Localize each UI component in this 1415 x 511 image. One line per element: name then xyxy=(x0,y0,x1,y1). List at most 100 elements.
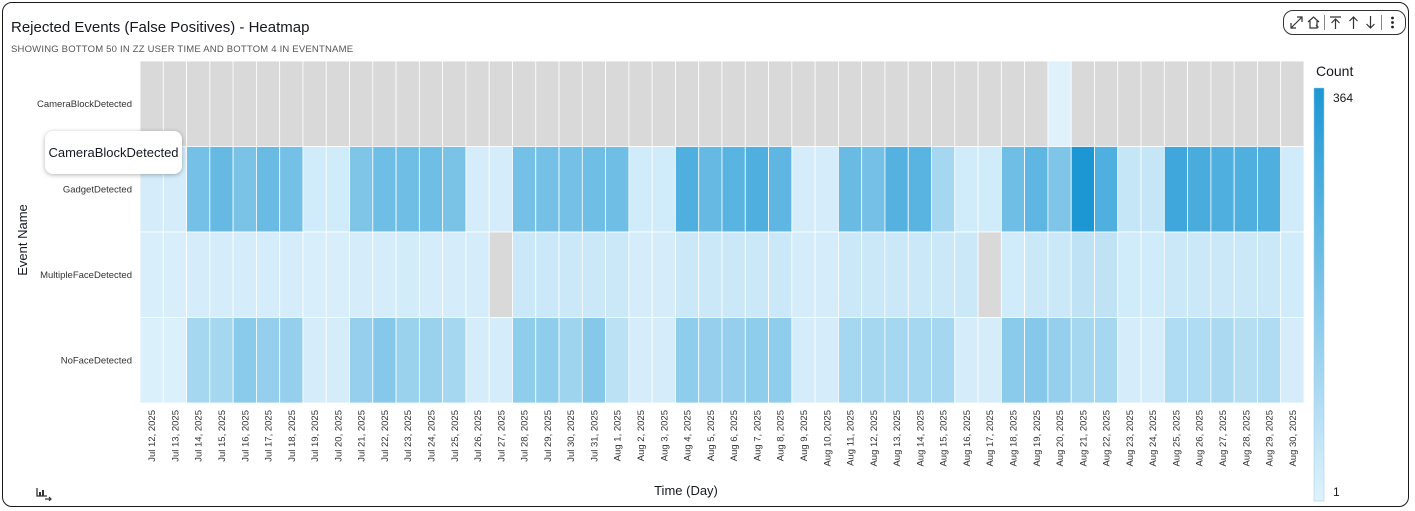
heatmap-cell[interactable] xyxy=(558,317,583,404)
heatmap-cell[interactable] xyxy=(488,317,513,404)
heatmap-cell[interactable] xyxy=(1047,317,1072,404)
heatmap-cell[interactable] xyxy=(1210,317,1235,404)
heatmap-cell[interactable] xyxy=(279,317,304,404)
heatmap-cell[interactable] xyxy=(1047,60,1072,147)
heatmap-cell[interactable] xyxy=(465,60,490,147)
heatmap-cell[interactable] xyxy=(651,317,676,404)
heatmap-cell[interactable] xyxy=(628,146,653,233)
heatmap-cell[interactable] xyxy=(791,146,816,233)
heatmap-cell[interactable] xyxy=(418,317,444,404)
heatmap-cell[interactable] xyxy=(931,146,956,233)
heatmap-cell[interactable] xyxy=(302,60,327,147)
heatmap-cell[interactable] xyxy=(558,231,583,318)
heatmap-cell[interactable] xyxy=(581,317,607,404)
heatmap-cell[interactable] xyxy=(279,146,304,233)
heatmap-cell[interactable] xyxy=(162,231,187,318)
heatmap-cell[interactable] xyxy=(954,231,979,318)
heatmap-cell[interactable] xyxy=(162,317,187,404)
heatmap-cell[interactable] xyxy=(884,317,909,404)
heatmap-cell[interactable] xyxy=(1187,231,1212,318)
heatmap-cell[interactable] xyxy=(1163,60,1188,147)
heatmap-cell[interactable] xyxy=(744,231,769,318)
heatmap-cell[interactable] xyxy=(628,317,653,404)
heatmap-cell[interactable] xyxy=(1140,146,1165,233)
heatmap-cell[interactable] xyxy=(907,231,932,318)
heatmap-cell[interactable] xyxy=(907,60,932,147)
heatmap-cell[interactable] xyxy=(744,317,769,404)
heatmap-cell[interactable] xyxy=(675,231,700,318)
heatmap-cell[interactable] xyxy=(1233,146,1258,233)
heatmap-cell[interactable] xyxy=(442,60,467,147)
data-labels-icon[interactable] xyxy=(35,487,53,502)
heatmap-cell[interactable] xyxy=(628,231,653,318)
heatmap-cell[interactable] xyxy=(1233,60,1258,147)
heatmap-cell[interactable] xyxy=(675,146,700,233)
heatmap-cell[interactable] xyxy=(977,231,1002,318)
heatmap-cell[interactable] xyxy=(232,146,257,233)
heatmap-cell[interactable] xyxy=(255,317,281,404)
heatmap-cell[interactable] xyxy=(232,231,257,318)
heatmap-cell[interactable] xyxy=(395,146,420,233)
heatmap-cell[interactable] xyxy=(1163,317,1188,404)
heatmap-cell[interactable] xyxy=(884,146,909,233)
heatmap-cell[interactable] xyxy=(1000,231,1026,318)
heatmap-cell[interactable] xyxy=(232,60,257,147)
heatmap-cell[interactable] xyxy=(325,146,350,233)
heatmap-cell[interactable] xyxy=(1257,231,1282,318)
heatmap-cell[interactable] xyxy=(1024,317,1049,404)
heatmap-cell[interactable] xyxy=(1070,146,1095,233)
heatmap-cell[interactable] xyxy=(1257,146,1282,233)
heatmap-cell[interactable] xyxy=(442,146,467,233)
heatmap-cell[interactable] xyxy=(512,317,537,404)
heatmap-cell[interactable] xyxy=(721,60,746,147)
heatmap-cell[interactable] xyxy=(372,231,397,318)
heatmap-cell[interactable] xyxy=(488,231,513,318)
heatmap-cell[interactable] xyxy=(675,60,700,147)
heatmap-cell[interactable] xyxy=(1117,317,1142,404)
heatmap-cell[interactable] xyxy=(1000,317,1026,404)
heatmap-cell[interactable] xyxy=(907,317,932,404)
heatmap-cell[interactable] xyxy=(558,146,583,233)
heatmap-cell[interactable] xyxy=(861,317,886,404)
heatmap-cell[interactable] xyxy=(814,317,839,404)
heatmap-cell[interactable] xyxy=(698,60,723,147)
heatmap-cell[interactable] xyxy=(1187,317,1212,404)
heatmap-cell[interactable] xyxy=(232,317,257,404)
heatmap-cell[interactable] xyxy=(814,231,839,318)
heatmap-cell[interactable] xyxy=(698,231,723,318)
heatmap-cell[interactable] xyxy=(721,231,746,318)
heatmap-cell[interactable] xyxy=(325,317,350,404)
heatmap-cell[interactable] xyxy=(558,60,583,147)
heatmap-cell[interactable] xyxy=(651,146,676,233)
heatmap-cell[interactable] xyxy=(791,231,816,318)
heatmap-cell[interactable] xyxy=(302,317,327,404)
heatmap-cell[interactable] xyxy=(1024,231,1049,318)
heatmap-cell[interactable] xyxy=(698,317,723,404)
heatmap-cell[interactable] xyxy=(791,317,816,404)
heatmap-cell[interactable] xyxy=(139,317,164,404)
heatmap-cell[interactable] xyxy=(512,60,537,147)
heatmap-cell[interactable] xyxy=(581,231,607,318)
heatmap-cell[interactable] xyxy=(1117,60,1142,147)
heatmap-cell[interactable] xyxy=(302,146,327,233)
heatmap-cell[interactable] xyxy=(977,317,1002,404)
heatmap-cell[interactable] xyxy=(325,60,350,147)
heatmap-cell[interactable] xyxy=(954,60,979,147)
heatmap-cell[interactable] xyxy=(512,146,537,233)
heatmap-cell[interactable] xyxy=(1070,60,1095,147)
heatmap-cell[interactable] xyxy=(605,231,630,318)
heatmap-cell[interactable] xyxy=(768,60,793,147)
heatmap-cell[interactable] xyxy=(1070,231,1095,318)
heatmap-cell[interactable] xyxy=(1094,317,1119,404)
heatmap-cell[interactable] xyxy=(954,146,979,233)
heatmap-cell[interactable] xyxy=(1257,60,1282,147)
heatmap-cell[interactable] xyxy=(1000,60,1026,147)
heatmap-cell[interactable] xyxy=(395,60,420,147)
heatmap-cell[interactable] xyxy=(1140,317,1165,404)
heatmap-cell[interactable] xyxy=(442,317,467,404)
heatmap-cell[interactable] xyxy=(395,231,420,318)
heatmap-cell[interactable] xyxy=(349,231,374,318)
heatmap-cell[interactable] xyxy=(1233,231,1258,318)
heatmap-cell[interactable] xyxy=(372,60,397,147)
heatmap-cell[interactable] xyxy=(488,146,513,233)
